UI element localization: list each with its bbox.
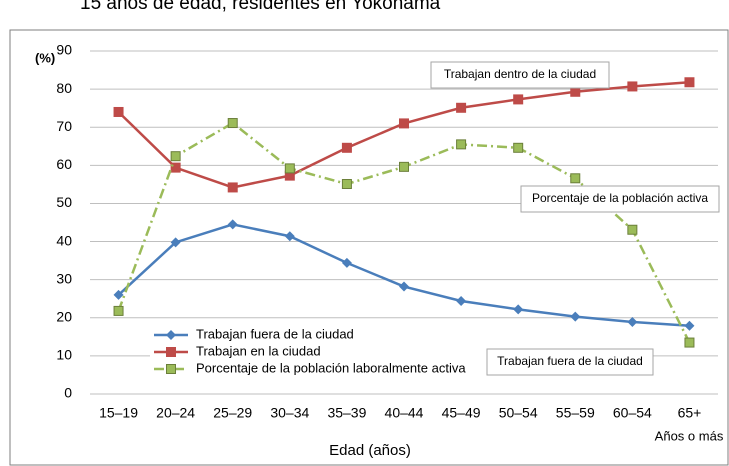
- marker: [399, 118, 409, 129]
- marker: [570, 173, 581, 184]
- annotation: Trabajan dentro de la ciudad: [444, 67, 596, 81]
- y-tick-label: 70: [56, 118, 72, 134]
- category-note: Años o más: [655, 428, 724, 443]
- x-tick-label: 30–34: [270, 405, 309, 421]
- marker: [113, 106, 124, 117]
- annotation-box: [486, 348, 654, 376]
- y-tick-label: 60: [56, 156, 72, 172]
- y-tick-label: 0: [64, 385, 72, 401]
- annotation-box: [520, 185, 720, 213]
- marker: [684, 77, 695, 88]
- data-line: [117, 223, 690, 328]
- y-tick-label: 50: [56, 194, 72, 210]
- marker: [341, 142, 352, 153]
- marker: [684, 337, 695, 348]
- marker: [513, 304, 524, 315]
- marker: [170, 237, 181, 248]
- y-tick-label: 10: [56, 347, 72, 363]
- marker: [513, 94, 524, 105]
- marker: [570, 311, 581, 322]
- marker: [627, 224, 638, 235]
- marker: [113, 289, 124, 300]
- marker: [684, 320, 695, 331]
- marker: [399, 281, 409, 292]
- x-tick-label: 40–44: [385, 405, 424, 421]
- x-tick-label: 45–49: [442, 405, 481, 421]
- marker: [456, 102, 467, 113]
- y-tick-label: 20: [56, 308, 72, 324]
- marker: [284, 231, 295, 242]
- annotation: Porcentaje de la población activa: [532, 191, 708, 205]
- marker: [227, 182, 238, 193]
- x-tick-label: 65+: [678, 405, 702, 421]
- marker: [227, 219, 238, 230]
- marker: [456, 139, 467, 150]
- x-tick-label: 55–59: [556, 405, 595, 421]
- chart-frame: [9, 29, 729, 466]
- x-tick-label: 25–29: [213, 405, 252, 421]
- x-axis-label: Edad (años): [329, 442, 411, 459]
- legend-label: Trabajan fuera de la ciudad: [196, 326, 354, 341]
- legend-marker: [166, 347, 176, 357]
- x-tick-label: 20–24: [156, 405, 195, 421]
- marker: [341, 257, 352, 268]
- marker: [170, 151, 181, 162]
- y-tick-label: 90: [56, 42, 72, 58]
- x-tick-label: 50–54: [499, 405, 538, 421]
- legend-label: Trabajan en la ciudad: [196, 343, 321, 358]
- marker: [341, 179, 352, 190]
- chart-title: 15 años de edad, residentes en Yokohama: [80, 0, 441, 14]
- y-unit-label: (%): [35, 50, 55, 65]
- x-tick-label: 35–39: [327, 405, 366, 421]
- legend-label: Porcentaje de la población laboralmente …: [196, 360, 466, 375]
- annotation: Trabajan fuera de la ciudad: [497, 354, 643, 368]
- y-tick-label: 30: [56, 270, 72, 286]
- marker: [170, 162, 181, 173]
- legend-marker: [166, 364, 176, 374]
- legend-marker: [166, 330, 176, 340]
- marker: [113, 305, 124, 316]
- legend-background: [150, 326, 490, 380]
- marker: [570, 86, 581, 97]
- annotation-box: [430, 61, 610, 89]
- marker: [456, 296, 467, 307]
- marker: [284, 163, 295, 174]
- x-tick-label: 15–19: [99, 405, 138, 421]
- y-tick-label: 80: [56, 80, 72, 96]
- marker: [627, 316, 638, 327]
- marker: [513, 142, 524, 153]
- x-tick-label: 60–54: [613, 405, 652, 421]
- marker: [399, 161, 409, 172]
- y-tick-label: 40: [56, 232, 72, 248]
- marker: [627, 81, 638, 92]
- marker: [227, 118, 238, 129]
